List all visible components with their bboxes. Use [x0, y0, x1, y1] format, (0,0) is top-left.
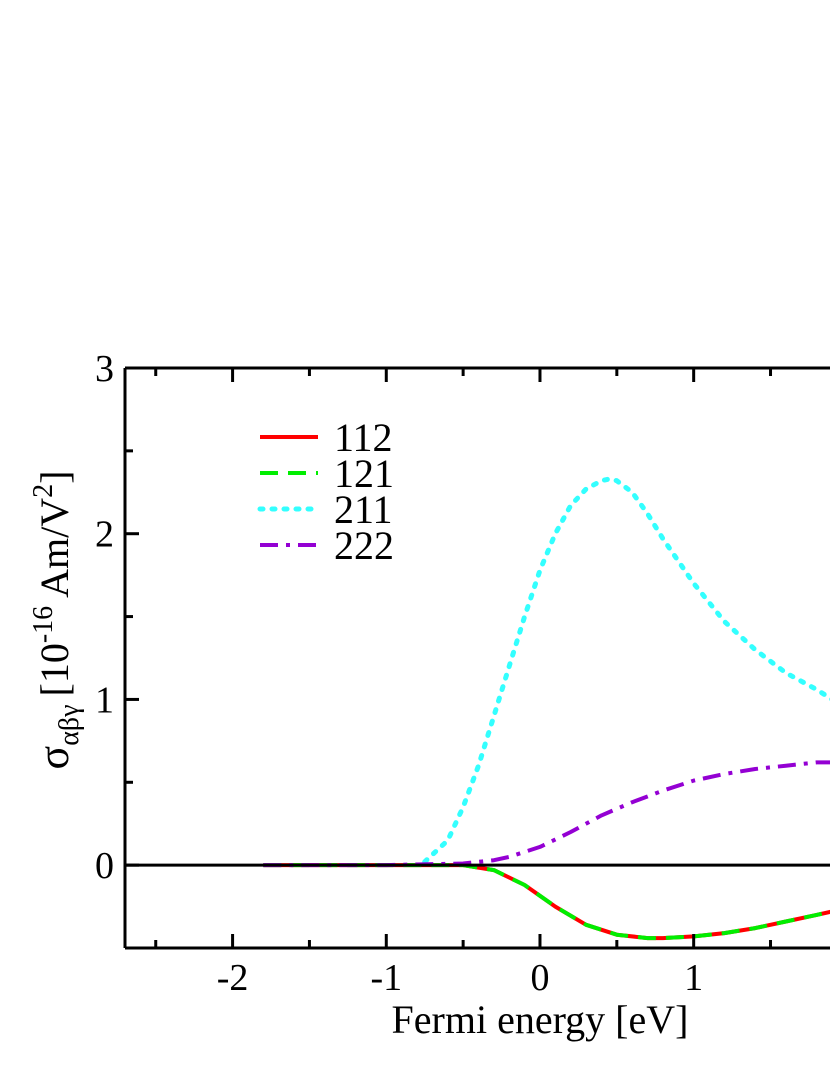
legend-label: 112 — [334, 415, 393, 460]
y-label-bracket-open: [10 — [32, 643, 77, 696]
legend-label: 121 — [334, 451, 394, 496]
legend-item: 121 — [260, 451, 394, 496]
series-line-222 — [263, 760, 830, 868]
y-tick-label: 0 — [95, 845, 114, 887]
legend-item: 211 — [257, 487, 393, 532]
ticks: -2 -1 0 1 0 1 2 3 — [95, 348, 773, 999]
y-label-bracket-close: ] — [32, 471, 77, 484]
legend-item: 112 — [260, 415, 393, 460]
x-tick-label: 0 — [530, 957, 549, 999]
legend-label: 211 — [334, 487, 393, 532]
y-label-unit: Am/V — [32, 498, 77, 598]
y-axis-label: σαβγ [10-16 Am/V2] — [28, 471, 85, 770]
series-line-112 — [263, 863, 830, 941]
y-tick-label: 2 — [95, 514, 114, 556]
series-layer — [263, 476, 830, 941]
legend-label: 222 — [334, 523, 394, 568]
x-tick-label: -1 — [370, 957, 402, 999]
x-tick-label: -2 — [217, 957, 249, 999]
y-tick-label: 1 — [95, 679, 114, 721]
y-label-exponent: -16 — [28, 606, 59, 643]
x-axis-label: Fermi energy [eV] — [392, 997, 689, 1042]
svg-text:σαβγ[10-16Am/V2]: σαβγ [10-16 Am/V2] — [28, 471, 85, 770]
series-line-211 — [422, 476, 830, 865]
y-label-unit-exponent: 2 — [28, 484, 59, 498]
y-tick-label: 3 — [95, 348, 114, 390]
axes-frame — [123, 366, 830, 950]
series-line-121 — [263, 863, 830, 941]
legend-item: 222 — [260, 523, 394, 568]
y-label-subscript: αβγ — [54, 704, 85, 745]
x-tick-label: 1 — [684, 957, 703, 999]
y-label-symbol: σ — [29, 746, 78, 770]
